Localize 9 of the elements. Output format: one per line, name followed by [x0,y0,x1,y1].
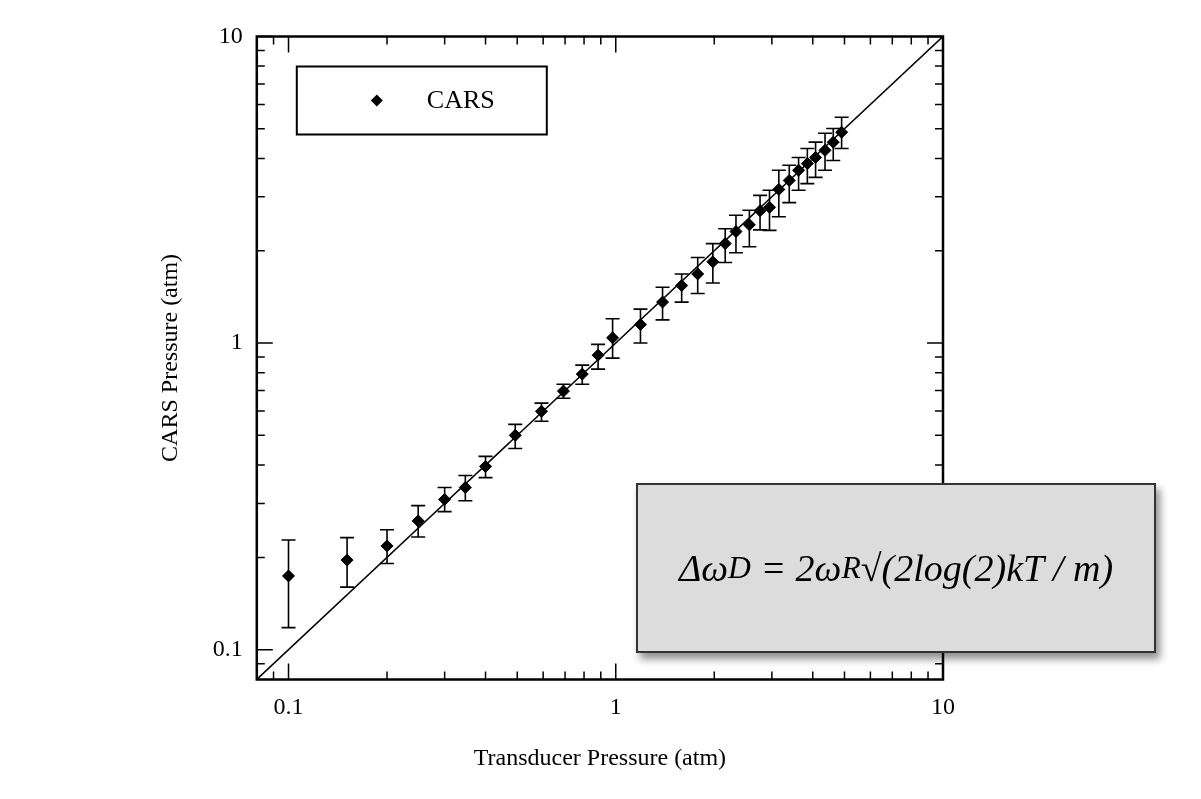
y-tick-label: 1 [230,328,243,355]
y-tick-label: 10 [218,21,243,48]
y-tick-label: 0.1 [212,634,243,661]
x-tick-label: 0.1 [273,693,304,720]
x-tick-label: 1 [609,693,622,720]
x-axis-title: Transducer Pressure (atm) [473,743,727,770]
x-tick-label: 10 [931,693,955,720]
legend-label: CARS [426,85,495,115]
y-axis-title: CARS Pressure (atm) [155,253,182,462]
